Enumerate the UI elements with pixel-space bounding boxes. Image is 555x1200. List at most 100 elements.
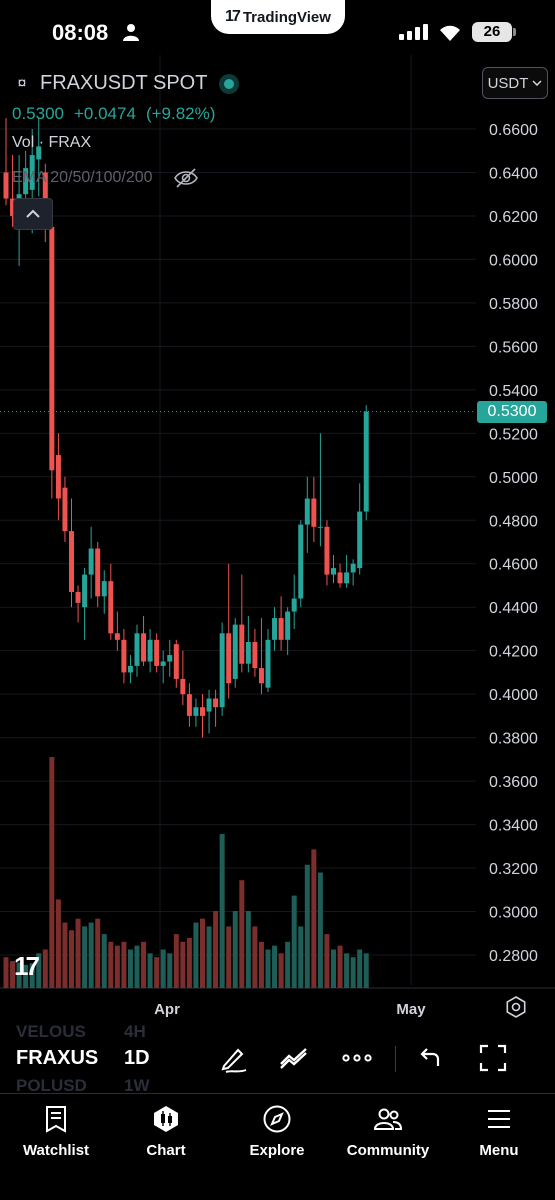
price-axis-tick: 0.3000	[489, 905, 538, 922]
candle-body	[193, 707, 199, 716]
symbol-title[interactable]: FRAXUSDT SPOT	[40, 72, 208, 94]
drawing-pen-icon[interactable]	[218, 1042, 250, 1074]
volume-bar	[350, 957, 356, 988]
more-options-icon[interactable]	[341, 1042, 373, 1074]
candle-body	[101, 581, 107, 597]
cellular-signal-icon	[399, 24, 428, 40]
volume-bar	[88, 922, 94, 988]
collapse-legend-button[interactable]	[13, 198, 53, 230]
candle-body	[186, 694, 192, 716]
undo-icon[interactable]	[414, 1042, 446, 1074]
drawing-tools-icon[interactable]	[278, 1042, 310, 1074]
volume-bar	[10, 961, 16, 988]
candle-body	[239, 624, 245, 664]
fullscreen-icon[interactable]	[477, 1042, 509, 1074]
candle-body	[357, 511, 363, 569]
tradingview-logo: 17	[225, 8, 241, 25]
candle-body	[180, 678, 186, 695]
candle-body	[363, 411, 369, 512]
volume-bar	[49, 757, 55, 988]
candle-body	[23, 168, 29, 195]
volume-bar	[363, 953, 369, 988]
volume-bar	[42, 949, 48, 988]
eye-off-icon[interactable]	[173, 167, 199, 189]
nav-watchlist[interactable]: Watchlist	[6, 1104, 106, 1159]
price-axis-tick: 0.4200	[489, 644, 538, 661]
volume-bar	[206, 926, 212, 988]
candle-body	[278, 618, 284, 640]
volume-bar	[324, 934, 330, 988]
candle-body	[350, 563, 356, 573]
price-axis-tick: 0.5000	[489, 470, 538, 487]
nav-label-chart: Chart	[146, 1142, 186, 1159]
nav-community[interactable]: Community	[338, 1104, 438, 1159]
last-price: 0.5300	[12, 104, 64, 123]
volume-bar	[245, 911, 251, 988]
price-axis-tick: 0.6000	[489, 252, 538, 269]
volume-bar	[127, 949, 133, 988]
volume-bar	[69, 930, 74, 988]
wifi-icon	[440, 25, 460, 41]
candle-body	[291, 598, 297, 612]
ghost-interval-below: 1W	[124, 1076, 150, 1095]
price-axis-tick: 0.3400	[489, 818, 538, 835]
hamburger-icon	[488, 1110, 510, 1128]
volume-bar	[304, 864, 310, 988]
ghost-symbol-below: POLUSD	[16, 1076, 87, 1095]
volume-legend[interactable]: Vol · FRAX	[12, 134, 92, 151]
price-chart[interactable]: 0.6600 0.6400 0.6200 0.6000 0.5800 0.5600 0.54…	[0, 55, 555, 1025]
candle-body	[127, 665, 133, 673]
volume-bar	[252, 926, 258, 988]
symbol-legend[interactable]: ¤ FRAXUSDT SPOT	[12, 72, 240, 95]
candle-body	[258, 668, 264, 684]
candle-body	[311, 498, 317, 527]
price-axis-tick: 0.5200	[489, 426, 538, 443]
candle-body	[200, 707, 205, 716]
nav-label-explore: Explore	[249, 1142, 305, 1159]
time-axis-label: Apr	[154, 1001, 180, 1018]
volume-bar	[62, 922, 68, 988]
volume-bar	[344, 953, 350, 988]
compass-icon	[263, 1105, 291, 1133]
volume-bar	[331, 949, 336, 988]
volume-bar	[186, 937, 192, 988]
volume-bar	[108, 941, 114, 988]
candle-body	[226, 633, 232, 684]
volume-bar	[317, 872, 323, 988]
volume-bar	[29, 963, 35, 988]
toolbar-interval[interactable]: 1D	[124, 1047, 150, 1069]
price-axis-tick: 0.5800	[489, 296, 538, 313]
volume-bar	[311, 849, 317, 988]
time-axis-label: May	[396, 1001, 426, 1018]
toolbar-symbol[interactable]: FRAXUS	[16, 1047, 99, 1069]
price-change: +0.0474	[74, 104, 136, 123]
chart-icon	[154, 1106, 178, 1132]
currency-select[interactable]: USDT	[482, 67, 548, 99]
candle-body	[10, 198, 16, 216]
tradingview-banner[interactable]: 17 TradingView	[211, 0, 345, 34]
nav-explore[interactable]: Explore	[227, 1104, 327, 1159]
candle-body	[213, 698, 219, 708]
chart-settings-icon[interactable]	[505, 996, 527, 1018]
volume-bar	[23, 964, 29, 988]
nav-menu[interactable]: Menu	[449, 1104, 549, 1159]
volume-bar	[101, 934, 107, 988]
ema-label: EMA 20/50/100/200	[12, 169, 153, 186]
volume-bar	[121, 941, 127, 988]
ema-legend[interactable]: EMA 20/50/100/200	[12, 167, 199, 189]
price-axis-tick: 0.2800	[489, 948, 538, 965]
ghost-interval-above: 4H	[124, 1022, 146, 1041]
battery-tip	[513, 28, 516, 36]
volume-bar	[200, 918, 205, 988]
volume-bar	[291, 895, 297, 988]
nav-chart[interactable]: Chart	[116, 1104, 216, 1159]
candle-body	[49, 226, 55, 471]
community-icon	[373, 1108, 403, 1130]
watchlist-icon	[46, 1106, 66, 1133]
volume-bar	[298, 926, 304, 988]
volume-bar	[141, 941, 147, 988]
candle-body	[69, 531, 74, 592]
candle-body	[206, 698, 212, 712]
volume-bar	[239, 880, 245, 988]
chevron-up-icon	[26, 209, 40, 218]
